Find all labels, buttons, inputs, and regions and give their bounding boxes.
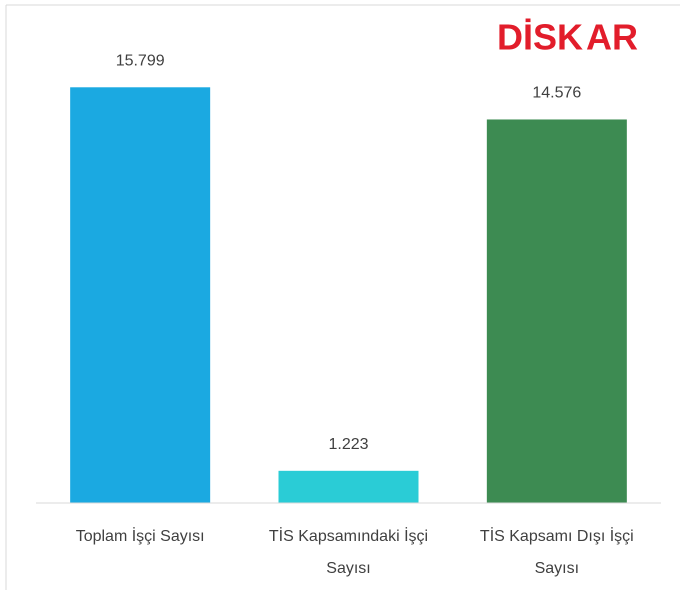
bar (278, 470, 419, 503)
x-tick-label: TİS Kapsamındaki İşçi Sayısı (268, 528, 429, 577)
bar (70, 87, 211, 503)
data-label: 15.799 (116, 53, 165, 70)
bar (486, 119, 627, 504)
x-tick-label: Toplam İşçi Sayısı (75, 528, 205, 545)
data-label: 1.223 (328, 436, 368, 453)
x-tick-label: TİS Kapsamı Dışı İşçi Sayısı (479, 528, 634, 577)
logo: AR (586, 17, 638, 58)
data-label: 14.576 (532, 85, 581, 102)
logo: DİSK (497, 17, 583, 58)
